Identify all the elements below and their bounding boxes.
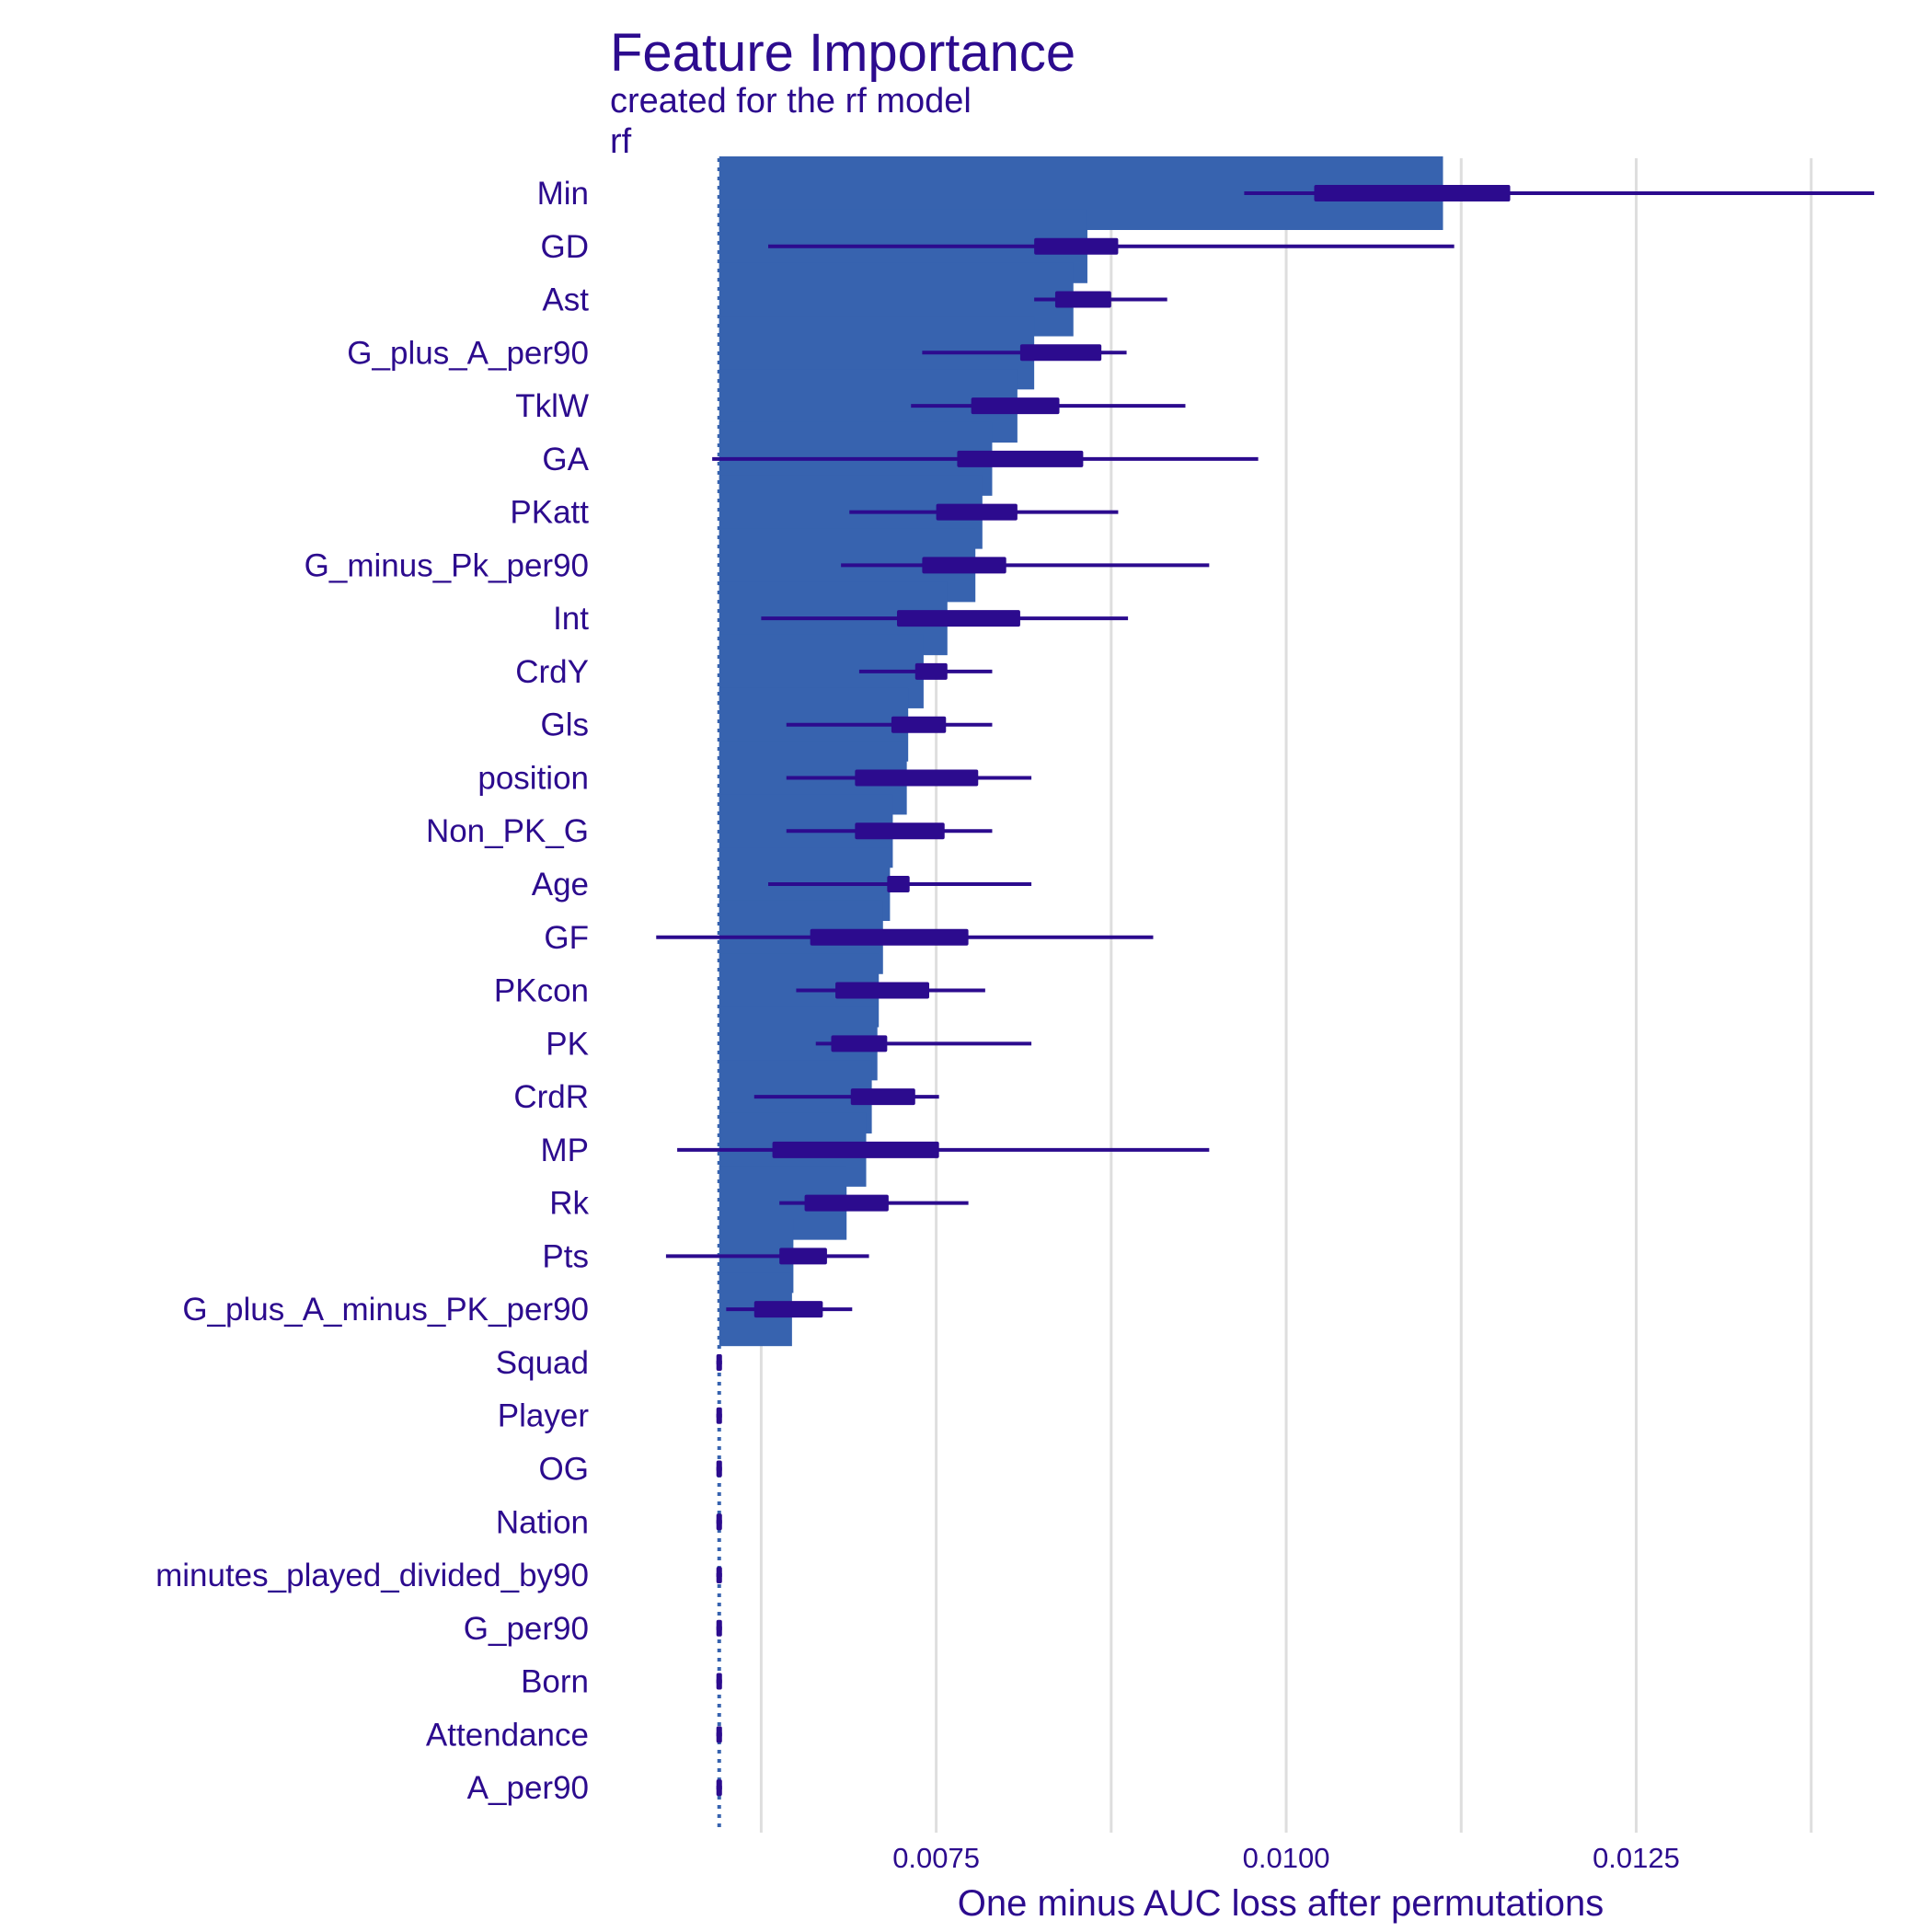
feature-label: minutes_played_divided_by90 <box>155 1558 589 1593</box>
feature-label: G_per90 <box>464 1611 589 1647</box>
x-axis-ticks: 0.0075 0.0100 0.0125 <box>892 1842 1680 1874</box>
feature-label: Born <box>521 1664 589 1700</box>
iqr-box-Nation <box>716 1513 722 1531</box>
feature-label: CrdY <box>515 654 589 690</box>
iqr-box-MP <box>772 1141 939 1158</box>
feature-label: Player <box>498 1398 590 1434</box>
iqr-box-GD <box>1034 237 1119 255</box>
feature-label: G_plus_A_per90 <box>347 335 589 371</box>
iqr-box-PK <box>831 1035 888 1052</box>
feature-labels: Min GD Ast G_plus_A_per90 TklW GA PKatt G_minus… <box>155 176 590 1806</box>
iqr-box-Ast <box>1054 291 1111 308</box>
feature-label: Gls <box>541 707 590 743</box>
feature-label: CrdR <box>513 1079 589 1115</box>
iqr-box-PKatt <box>936 503 1018 521</box>
iqr-box-TklW <box>971 397 1060 415</box>
feature-label: PK <box>546 1026 589 1062</box>
iqr-box-Born <box>716 1673 722 1690</box>
x-tick-label: 0.0100 <box>1243 1842 1330 1874</box>
x-tick-label: 0.0125 <box>1593 1842 1680 1874</box>
feature-label: GD <box>541 229 590 265</box>
feature-label: Pts <box>542 1238 589 1274</box>
feature-label: PKatt <box>510 495 589 531</box>
iqr-box-position <box>855 769 979 787</box>
iqr-box-minutes_played_divided_by90 <box>716 1567 722 1584</box>
feature-label: MP <box>541 1133 590 1168</box>
feature-label: TklW <box>515 388 589 424</box>
feature-label: GA <box>542 442 589 477</box>
iqr-box-CrdY <box>914 662 948 680</box>
iqr-box-G_per90 <box>716 1619 722 1637</box>
feature-label: Min <box>537 176 589 212</box>
feature-label: PKcon <box>494 973 589 1009</box>
feature-label: A_per90 <box>467 1770 589 1806</box>
feature-label: G_plus_A_minus_PK_per90 <box>182 1292 589 1328</box>
feature-label: position <box>477 760 589 796</box>
iqr-box-G_minus_Pk_per90 <box>922 557 1006 574</box>
boxplots <box>656 185 1875 1797</box>
feature-label: Nation <box>496 1504 589 1540</box>
iqr-box-Attendance <box>716 1726 722 1743</box>
bars <box>719 156 1443 1347</box>
iqr-box-PKcon <box>835 982 929 999</box>
iqr-box-Min <box>1314 185 1511 201</box>
feature-label: Int <box>553 601 589 637</box>
iqr-box-Squad <box>716 1353 722 1371</box>
feature-label: Rk <box>549 1186 589 1222</box>
feature-label: GF <box>544 920 589 956</box>
feature-label: G_minus_Pk_per90 <box>305 547 589 583</box>
chart-title: Feature Importance <box>610 23 1075 83</box>
iqr-box-G_plus_A_per90 <box>1019 344 1102 362</box>
x-axis-label: One minus AUC loss after permutations <box>958 1883 1604 1924</box>
iqr-box-Pts <box>779 1248 827 1265</box>
iqr-box-CrdR <box>850 1088 915 1106</box>
feature-label: Ast <box>542 282 589 318</box>
iqr-box-Non_PK_G <box>855 822 945 840</box>
feature-label: Age <box>532 867 589 903</box>
iqr-box-A_per90 <box>716 1779 722 1797</box>
iqr-box-GA <box>957 450 1084 467</box>
feature-label: Squad <box>496 1345 589 1381</box>
feature-label: Non_PK_G <box>426 813 589 849</box>
iqr-box-GF <box>810 928 969 946</box>
iqr-box-OG <box>716 1460 722 1478</box>
iqr-box-Age <box>887 876 910 893</box>
iqr-box-Gls <box>891 716 947 733</box>
x-tick-label: 0.0075 <box>892 1842 980 1874</box>
iqr-box-Rk <box>804 1194 889 1212</box>
feature-label: OG <box>539 1451 589 1487</box>
panel-label: rf <box>610 122 632 161</box>
chart-subtitle: created for the rf model <box>610 82 972 121</box>
iqr-box-Int <box>897 610 1020 627</box>
iqr-box-Player <box>716 1407 722 1424</box>
feature-label: Attendance <box>426 1717 589 1753</box>
iqr-box-G_plus_A_minus_PK_per90 <box>753 1301 823 1318</box>
